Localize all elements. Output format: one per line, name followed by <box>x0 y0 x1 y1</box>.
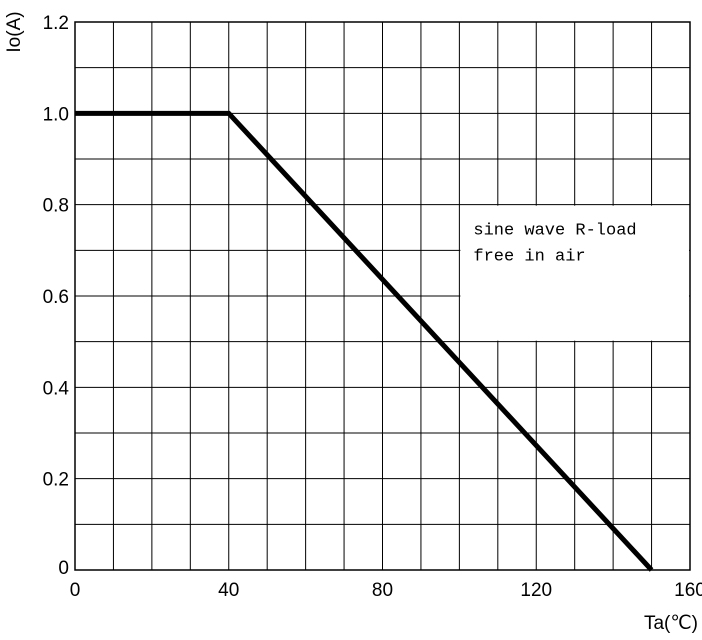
annotation-line-1: sine wave R-load <box>473 222 636 241</box>
y-tick-label: 1.2 <box>43 13 69 34</box>
annotation-line-2: free in air <box>473 248 585 267</box>
annotation-box <box>460 205 689 341</box>
x-tick-label: 80 <box>372 580 393 601</box>
y-tick-label: 0.2 <box>43 470 69 491</box>
y-axis-label: Io(A) <box>4 11 25 52</box>
y-tick-label: 0 <box>58 558 69 579</box>
x-tick-labels: 0 40 80 120 160 <box>70 580 702 601</box>
series-line-1 <box>75 110 654 572</box>
series-layer <box>75 110 654 572</box>
plot-frame <box>74 21 691 571</box>
y-tick-label: 0.4 <box>43 378 70 399</box>
x-tick-label: 40 <box>218 580 239 601</box>
y-tick-label: 0.6 <box>43 287 69 308</box>
y-tick-labels: 0 0.2 0.4 0.6 0.8 1.0 1.2 <box>43 13 70 579</box>
y-tick-label: 0.8 <box>43 196 69 217</box>
x-tick-label: 160 <box>674 580 702 601</box>
x-axis-label: Ta(℃) <box>644 613 698 634</box>
y-tick-label: 1.0 <box>43 104 69 125</box>
x-tick-label: 120 <box>520 580 552 601</box>
x-tick-label: 0 <box>70 580 81 601</box>
